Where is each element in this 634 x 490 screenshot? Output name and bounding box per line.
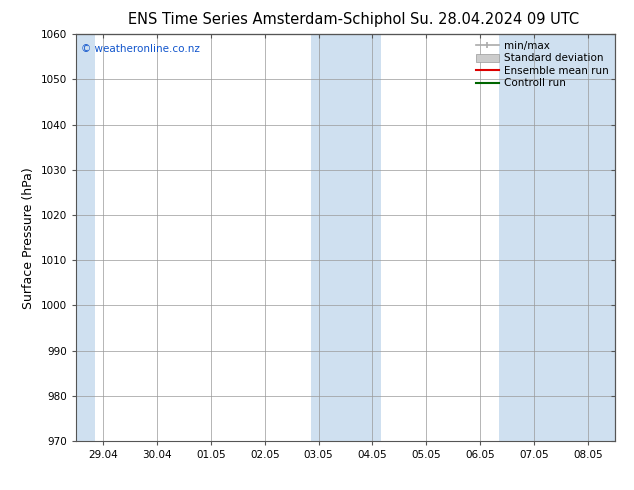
Bar [76, 34, 95, 441]
Bar [311, 34, 380, 441]
Text: ENS Time Series Amsterdam-Schiphol: ENS Time Series Amsterdam-Schiphol [127, 12, 405, 27]
Legend: min/max, Standard deviation, Ensemble mean run, Controll run: min/max, Standard deviation, Ensemble me… [473, 37, 612, 92]
Text: © weatheronline.co.nz: © weatheronline.co.nz [81, 45, 200, 54]
Y-axis label: Surface Pressure (hPa): Surface Pressure (hPa) [22, 167, 36, 309]
Bar [499, 34, 615, 441]
Text: Su. 28.04.2024 09 UTC: Su. 28.04.2024 09 UTC [410, 12, 579, 27]
